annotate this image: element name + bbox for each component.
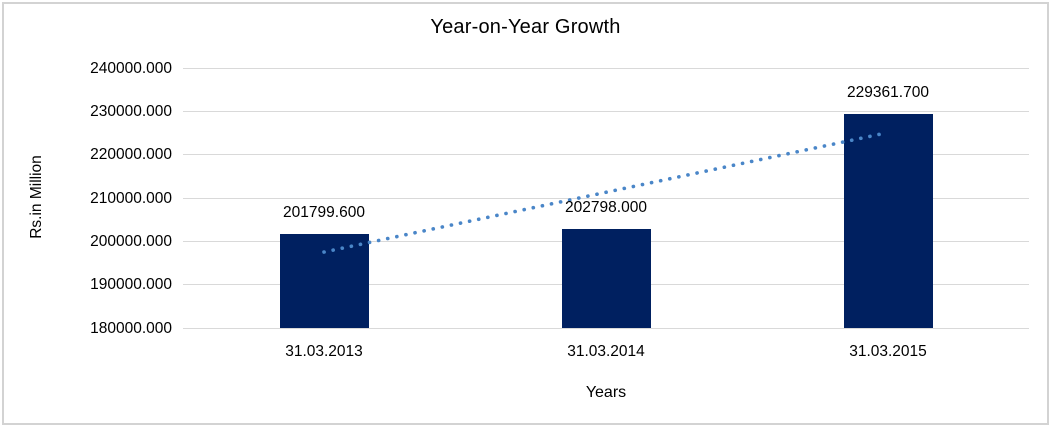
x-axis-category-label: 31.03.2015: [849, 343, 927, 360]
gridline: [183, 197, 1029, 199]
y-axis-tick-label: 210000.000: [90, 189, 172, 207]
trendline: [322, 130, 890, 254]
gridline: [183, 110, 1029, 112]
y-axis-tick-label: 230000.000: [90, 102, 172, 120]
bar: [561, 229, 651, 328]
y-axis-tick-label: 240000.000: [90, 59, 172, 77]
x-axis-category-label: 31.03.2014: [567, 343, 645, 360]
y-axis-tick-label: 180000.000: [90, 319, 172, 337]
bar: [279, 233, 369, 328]
gridline: [183, 154, 1029, 156]
y-axis-tick-label: 190000.000: [90, 276, 172, 294]
chart-frame: Year-on-Year Growth Rs.in Million 201799…: [2, 2, 1049, 425]
chart-title: Year-on-Year Growth: [430, 16, 621, 38]
x-axis-category-label: 31.03.2013: [285, 343, 363, 360]
x-axis-title: Years: [585, 384, 627, 401]
y-axis-tick-label: 200000.000: [90, 232, 172, 250]
plot-area: 201799.600 202798.000 229361.700: [183, 67, 1029, 329]
gridline: [183, 67, 1029, 69]
trendline-path: [322, 130, 890, 254]
bar-data-label: 201799.600: [283, 203, 365, 221]
gridline: [183, 327, 1029, 329]
bar: [843, 114, 933, 328]
bar-data-label: 202798.000: [565, 199, 647, 217]
bar-data-label: 229361.700: [847, 84, 929, 102]
y-axis-tick-label: 220000.000: [90, 146, 172, 164]
